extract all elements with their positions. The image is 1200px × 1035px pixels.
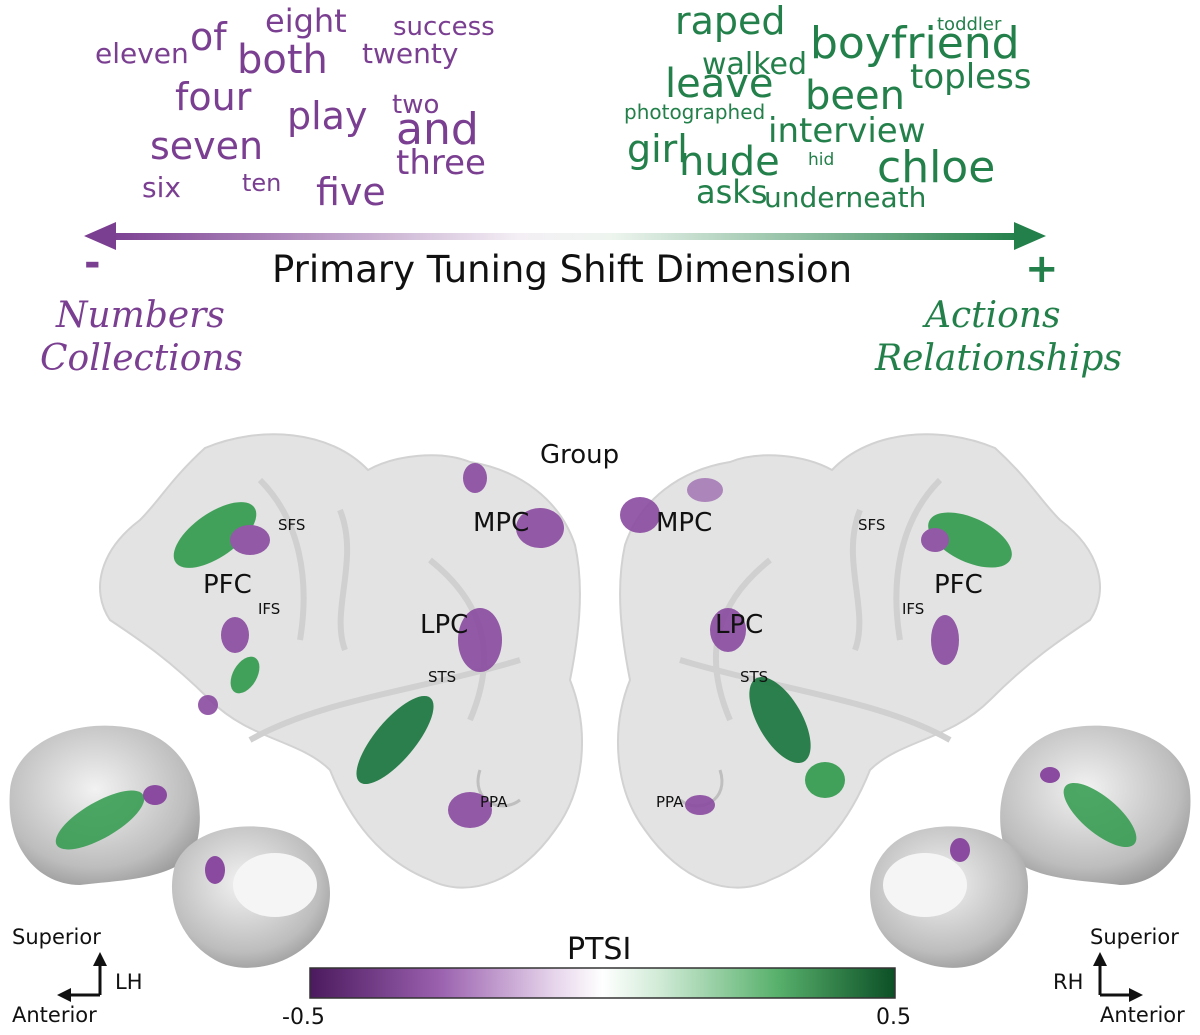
numbers-cloud-word: six — [142, 171, 181, 204]
left-superior-label: Superior — [12, 925, 101, 949]
colorbar-max-label: 0.5 — [876, 1005, 911, 1030]
actions-cloud-word: interview — [768, 111, 926, 151]
actions-cloud-word: been — [805, 73, 905, 119]
axis-arrow — [84, 222, 1046, 250]
lh-label-ifs: IFS — [258, 600, 281, 618]
rh-label-sfs: SFS — [858, 516, 886, 534]
numbers-cloud-word: twenty — [362, 37, 459, 70]
numbers-cloud-word: two — [392, 90, 440, 120]
right-anterior-label: Anterior — [1100, 1003, 1185, 1027]
right-hemisphere-flatmap — [617, 433, 1101, 889]
left-lateral-inflated-brain — [9, 725, 200, 885]
right-lateral-inflated-brain — [1000, 725, 1191, 885]
numbers-cloud-word: eight — [265, 2, 347, 40]
numbers-cloud-word: four — [175, 75, 252, 119]
axis-title: Primary Tuning Shift Dimension — [272, 248, 853, 291]
rh-label-sts: STS — [740, 668, 769, 686]
actions-cloud-word: nude — [679, 139, 780, 185]
numbers-cloud-word: seven — [150, 124, 264, 168]
category-numbers: Numbers — [56, 295, 225, 336]
plus-sign: + — [1025, 246, 1059, 292]
left-hemisphere-flatmap — [99, 433, 583, 889]
numbers-cloud-word: three — [396, 143, 486, 183]
colorbar-title: PTSI — [567, 932, 632, 967]
numbers-cloud-word: and — [396, 104, 479, 155]
minus-sign: - — [84, 240, 101, 286]
actions-cloud-word: boyfriend — [810, 18, 1020, 69]
lh-label-pfc: PFC — [203, 570, 252, 600]
rh-label-ifs: IFS — [902, 600, 925, 618]
numbers-cloud-word: success — [393, 12, 495, 42]
right-medial-inflated-brain — [870, 826, 1029, 968]
actions-cloud-word: walked — [702, 47, 808, 82]
right-superior-label: Superior — [1090, 925, 1179, 949]
numbers-cloud-word: five — [316, 170, 386, 214]
rh-label-lpc: LPC — [715, 610, 764, 640]
rh-label-mpc: MPC — [656, 508, 713, 538]
ptsi-colorbar — [309, 967, 896, 999]
actions-cloud-word: toddler — [937, 14, 1002, 35]
rh-label-ppa: PPA — [656, 793, 684, 811]
category-relationships: Relationships — [875, 338, 1122, 379]
numbers-cloud-word: ten — [242, 169, 282, 197]
numbers-cloud-word: of — [190, 15, 227, 59]
lh-label-lpc: LPC — [420, 610, 469, 640]
lh-label-ppa: PPA — [480, 793, 508, 811]
numbers-cloud-word: eleven — [95, 37, 189, 70]
left-hemisphere-label: LH — [115, 970, 143, 994]
actions-cloud-word: chloe — [877, 142, 996, 193]
actions-cloud-word: asks — [696, 173, 768, 211]
category-collections: Collections — [40, 338, 244, 379]
actions-cloud-word: girl — [627, 127, 688, 171]
lh-label-sts: STS — [428, 668, 457, 686]
actions-cloud-word: leave — [665, 61, 774, 107]
group-label: Group — [540, 440, 620, 470]
right-orientation-arrows — [1093, 952, 1143, 1002]
colorbar-min-label: -0.5 — [282, 1005, 325, 1030]
numbers-cloud-word: play — [287, 94, 368, 138]
rh-label-pfc: PFC — [934, 570, 983, 600]
numbers-cloud-word: both — [237, 37, 328, 83]
lh-label-mpc: MPC — [473, 508, 530, 538]
actions-cloud-word: underneath — [764, 181, 927, 214]
left-anterior-label: Anterior — [12, 1003, 97, 1027]
left-medial-inflated-brain — [171, 826, 330, 968]
actions-cloud-word: topless — [910, 57, 1032, 97]
actions-cloud-word: photographed — [624, 100, 766, 124]
actions-cloud-word: raped — [675, 0, 786, 43]
right-hemisphere-label: RH — [1053, 970, 1084, 994]
left-orientation-arrows — [57, 952, 107, 1002]
actions-cloud-word: hid — [808, 150, 835, 170]
lh-label-sfs: SFS — [278, 516, 306, 534]
category-actions: Actions — [925, 295, 1061, 336]
